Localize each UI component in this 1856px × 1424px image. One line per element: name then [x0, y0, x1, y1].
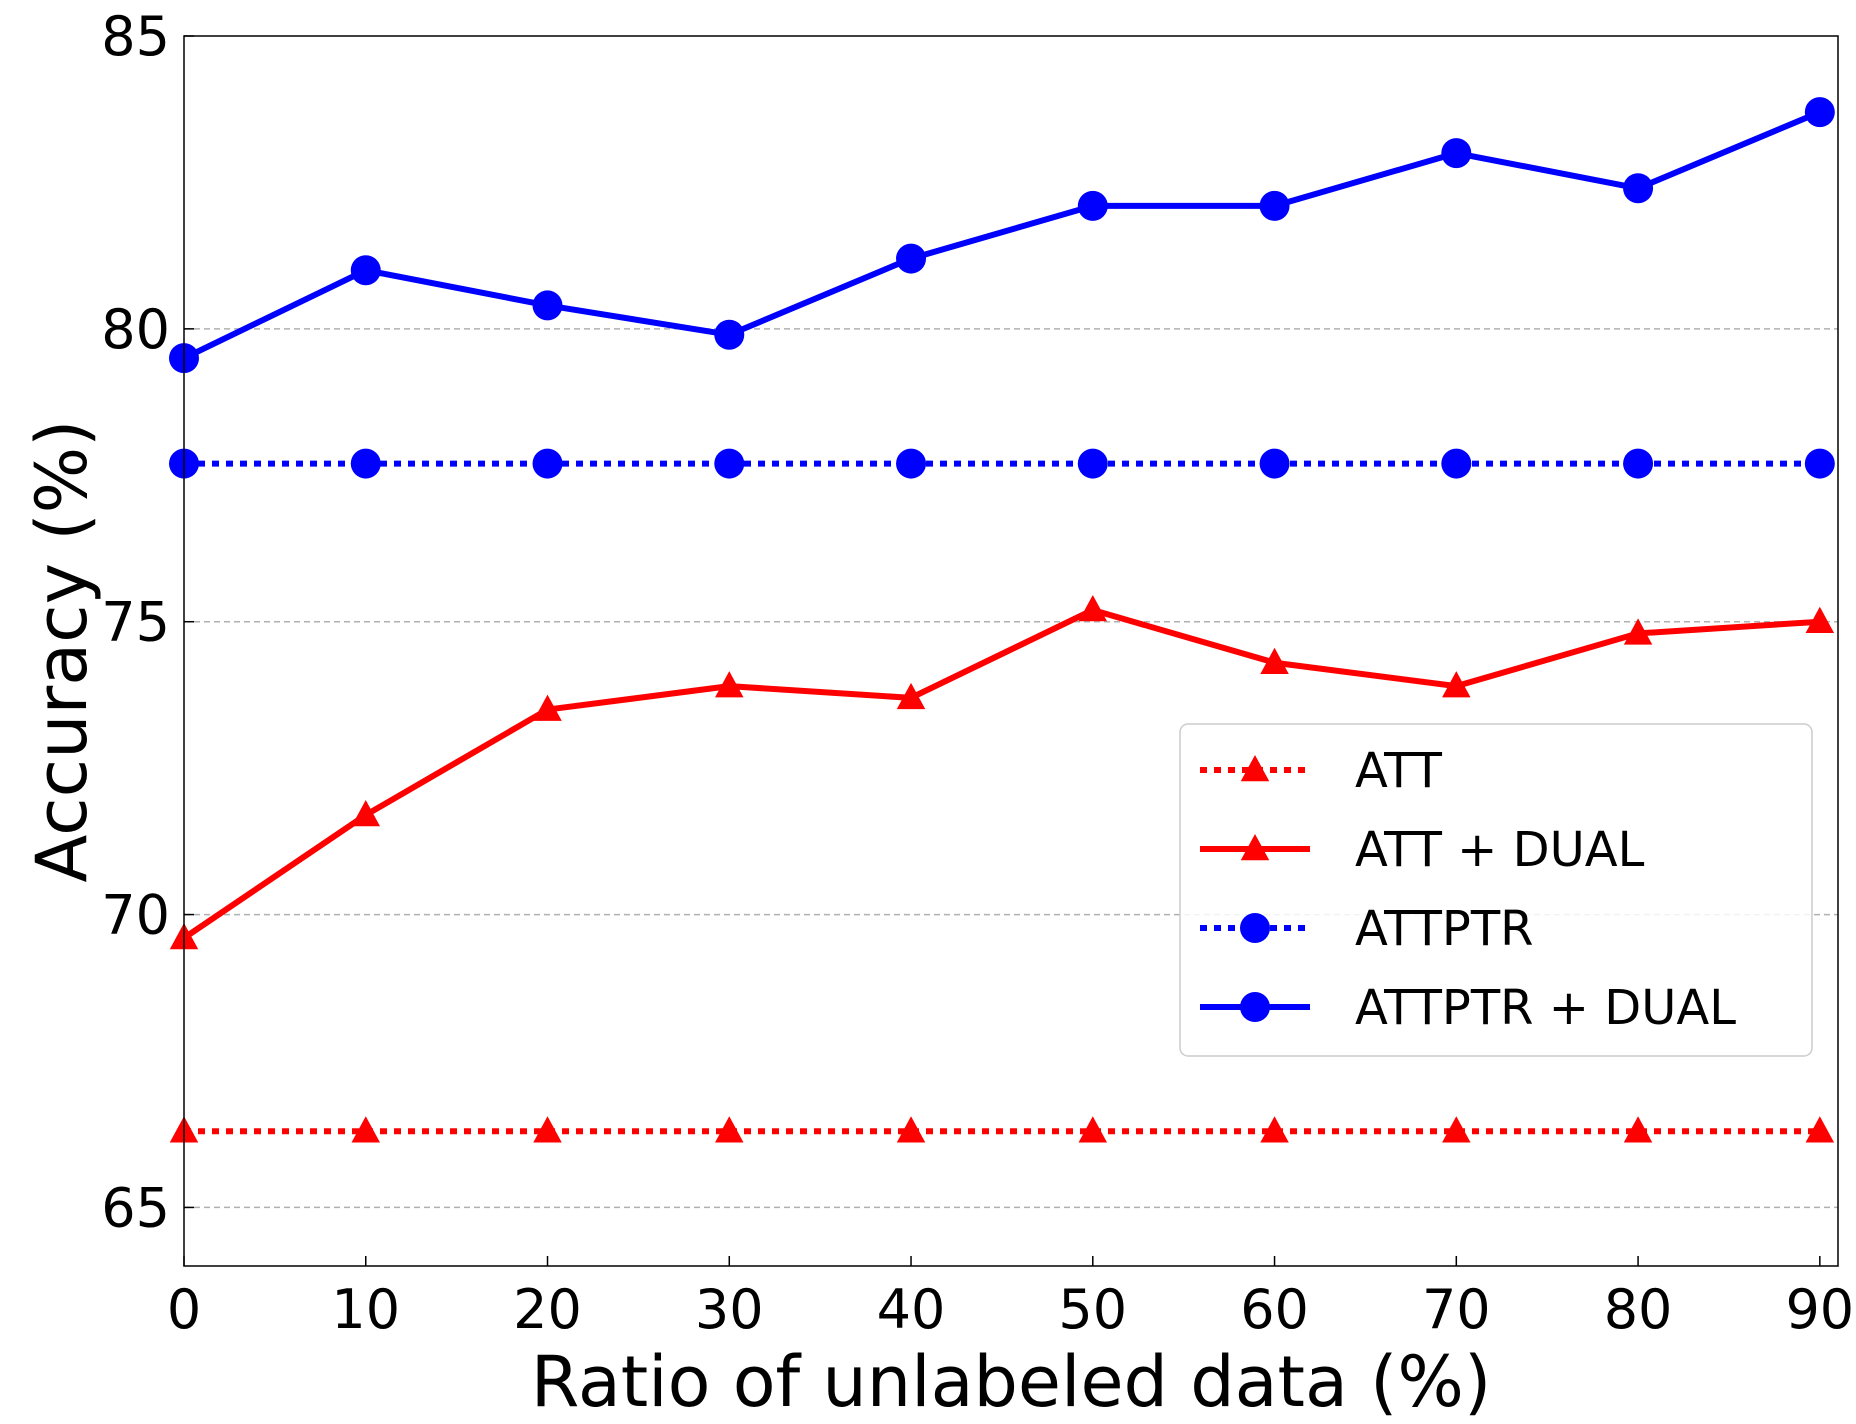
x-tick-label-80: 80 [1604, 1278, 1673, 1341]
data-point-att-dual-70 [1442, 671, 1471, 698]
legend-marker-att-dual [1240, 834, 1270, 861]
data-point-att-90 [1805, 1116, 1835, 1143]
series-line-attptr-dual [182, 109, 1821, 361]
y-axis-label: Accuracy (%) [21, 420, 103, 883]
data-point-attptr-dual-10 [350, 255, 381, 286]
data-point-att-dual-10 [351, 800, 381, 827]
x-tick-label-90: 90 [1785, 1278, 1854, 1341]
legend-marker-attptr [1240, 913, 1270, 943]
data-point-attptr-50 [1077, 448, 1108, 479]
x-axis-label: Ratio of unlabeled data (%) [531, 1341, 1492, 1423]
data-point-attptr-70 [1441, 448, 1472, 479]
grid-lines [184, 328, 1838, 1209]
data-point-attptr-30 [714, 448, 745, 479]
x-tick-label-30: 30 [695, 1278, 764, 1341]
tick-layer: 65 70 75 80 85 0 10 20 30 40 50 60 70 80 90 [101, 5, 1854, 1341]
y-tick-label-70: 70 [101, 884, 170, 947]
legend-label-attptr-dual: ATTPTR + DUAL [1355, 980, 1736, 1036]
x-tick-label-70: 70 [1422, 1278, 1491, 1341]
data-point-att-dual-50 [1078, 595, 1108, 622]
legend: ATT ATT + DUAL ATTPTR ATTPTR + DUAL [1179, 723, 1813, 1057]
data-point-att-50 [1078, 1116, 1108, 1143]
x-tick-label-10: 10 [331, 1278, 400, 1341]
y-tick-label-65: 65 [101, 1176, 170, 1239]
data-point-att-20 [533, 1116, 562, 1143]
data-point-attptr-80 [1623, 448, 1654, 479]
legend-label-attptr: ATTPTR [1355, 901, 1534, 957]
y-tick-label-80: 80 [101, 298, 170, 361]
data-point-attptr-60 [1259, 448, 1290, 479]
data-point-att-10 [351, 1116, 381, 1143]
series-attptr-dual [169, 97, 1835, 374]
data-point-attptr-dual-50 [1077, 190, 1108, 221]
x-tick-label-40: 40 [877, 1278, 946, 1341]
data-point-att-60 [1260, 1116, 1289, 1143]
y-tick-label-85: 85 [101, 5, 170, 68]
data-point-attptr-dual-80 [1623, 173, 1654, 204]
x-tick-label-60: 60 [1240, 1278, 1309, 1341]
data-point-attptr-20 [532, 448, 563, 479]
data-point-att-dual-40 [896, 682, 926, 710]
data-point-attptr-dual-70 [1441, 138, 1472, 169]
data-point-attptr-dual-90 [1804, 97, 1835, 128]
data-point-att-70 [1442, 1116, 1471, 1143]
data-point-att-dual-20 [533, 694, 562, 721]
data-point-attptr-dual-40 [896, 243, 927, 274]
x-tick-label-20: 20 [513, 1278, 582, 1341]
data-point-att-dual-60 [1260, 647, 1289, 674]
legend-label-att: ATT [1355, 743, 1443, 799]
data-point-att-80 [1623, 1116, 1653, 1143]
series-layer [169, 97, 1835, 1143]
data-point-att-dual-90 [1805, 606, 1835, 633]
plot-frame [183, 35, 1839, 1267]
data-point-att-dual-80 [1623, 618, 1653, 645]
data-point-attptr-40 [896, 448, 927, 479]
data-point-att-40 [896, 1116, 926, 1143]
legend-box [1179, 723, 1813, 1057]
series-line-att-dual [182, 607, 1821, 941]
y-tick-label-75: 75 [101, 591, 170, 654]
data-point-attptr-dual-20 [532, 290, 563, 321]
data-point-attptr-dual-30 [714, 319, 745, 350]
data-point-attptr-dual-60 [1259, 190, 1290, 221]
legend-marker-attptr-dual [1240, 992, 1270, 1022]
data-point-att-30 [715, 1116, 744, 1143]
x-tick-label-50: 50 [1058, 1278, 1127, 1341]
x-tick-label-0: 0 [167, 1278, 201, 1341]
data-point-attptr-90 [1804, 448, 1835, 479]
legend-label-att-dual: ATT + DUAL [1355, 822, 1645, 878]
series-att [169, 1116, 1835, 1143]
legend-marker-att [1240, 755, 1270, 782]
data-point-att-dual-30 [715, 671, 744, 698]
data-point-attptr-10 [350, 448, 381, 479]
